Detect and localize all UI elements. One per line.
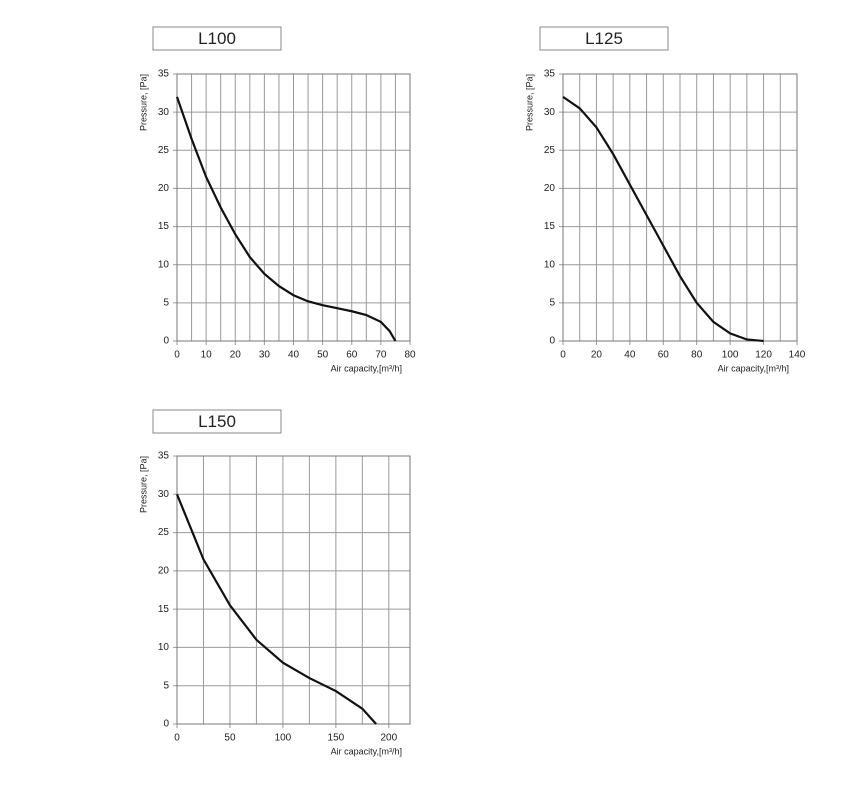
x-tick-label: 20 xyxy=(230,350,242,361)
x-tick-label: 60 xyxy=(346,350,358,361)
y-tick-label: 20 xyxy=(544,183,556,194)
curve xyxy=(175,493,377,725)
chart-title: L125 xyxy=(585,29,623,48)
x-tick-label: 100 xyxy=(722,350,739,361)
x-tick-label: 70 xyxy=(375,350,387,361)
y-tick-label: 15 xyxy=(158,221,170,232)
y-tick-label: 0 xyxy=(163,336,169,347)
x-tick-label: 20 xyxy=(591,350,603,361)
x-tick-label: 100 xyxy=(275,733,292,744)
chart-title: L150 xyxy=(198,412,236,431)
y-tick-label: 15 xyxy=(158,604,170,615)
x-tick-label: 50 xyxy=(317,350,329,361)
curve xyxy=(175,96,397,342)
x-tick-label: 0 xyxy=(560,350,566,361)
x-tick-label: 0 xyxy=(174,733,180,744)
x-tick-label: 50 xyxy=(224,733,236,744)
chart-title: L100 xyxy=(198,29,236,48)
y-tick-label: 10 xyxy=(544,259,556,270)
y-tick-label: 25 xyxy=(544,145,556,156)
y-tick-label: 5 xyxy=(549,297,555,308)
y-tick-label: 0 xyxy=(549,336,555,347)
x-tick-label: 10 xyxy=(201,350,213,361)
x-tick-label: 80 xyxy=(691,350,703,361)
x-tick-label: 60 xyxy=(658,350,670,361)
x-tick-label: 150 xyxy=(328,733,345,744)
y-axis-label: Pressure, [Pa] xyxy=(138,456,148,513)
y-tick-label: 20 xyxy=(158,183,170,194)
title-box xyxy=(152,26,282,51)
x-axis-label: Air capacity,[m³/h] xyxy=(331,746,402,756)
plot-frame xyxy=(562,73,798,342)
x-tick-label: 140 xyxy=(789,350,806,361)
y-tick-label: 35 xyxy=(544,69,556,80)
y-tick-label: 10 xyxy=(158,642,170,653)
y-tick-label: 15 xyxy=(544,221,556,232)
y-axis-label: Pressure, [Pa] xyxy=(524,74,534,131)
y-tick-label: 35 xyxy=(158,69,170,80)
y-tick-label: 30 xyxy=(158,107,170,118)
y-tick-label: 5 xyxy=(163,680,169,691)
x-axis-label: Air capacity,[m³/h] xyxy=(331,363,402,373)
y-tick-label: 35 xyxy=(158,451,170,462)
x-tick-label: 120 xyxy=(755,350,772,361)
x-tick-label: 200 xyxy=(380,733,397,744)
x-tick-label: 80 xyxy=(404,350,416,361)
y-tick-label: 25 xyxy=(158,527,170,538)
x-tick-label: 0 xyxy=(174,350,180,361)
title-box xyxy=(539,26,669,51)
y-tick-label: 30 xyxy=(544,107,556,118)
y-tick-label: 5 xyxy=(163,297,169,308)
y-tick-label: 30 xyxy=(158,489,170,500)
plot-frame xyxy=(176,455,411,725)
curve xyxy=(562,95,764,343)
y-tick-label: 20 xyxy=(158,565,170,576)
y-axis-label: Pressure, [Pa] xyxy=(138,74,148,131)
y-tick-label: 10 xyxy=(158,259,170,270)
y-tick-label: 25 xyxy=(158,145,170,156)
y-tick-label: 0 xyxy=(163,719,169,730)
x-axis-label: Air capacity,[m³/h] xyxy=(718,363,789,373)
x-tick-label: 30 xyxy=(259,350,271,361)
plot-frame xyxy=(176,73,411,342)
x-tick-label: 40 xyxy=(288,350,300,361)
x-tick-label: 40 xyxy=(624,350,636,361)
title-box xyxy=(152,409,282,434)
